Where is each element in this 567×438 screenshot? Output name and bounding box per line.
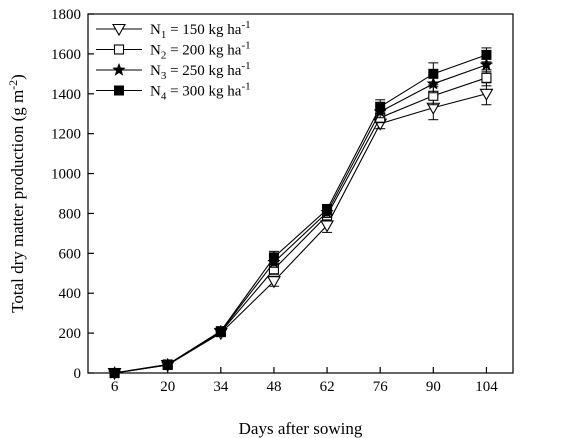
legend-marker: [114, 85, 124, 96]
series-layer: [107, 47, 494, 381]
series-4: [109, 47, 492, 378]
series-1: [107, 82, 494, 381]
data-point: [268, 252, 279, 263]
x-axis-title: Days after sowing: [239, 419, 363, 438]
data-point: [481, 49, 492, 60]
legend-item-3: N3 = 250 kg ha-1: [96, 60, 251, 82]
data-point: [479, 57, 494, 71]
x-tick-label: 104: [475, 379, 498, 395]
y-tick-label: 1000: [51, 167, 81, 183]
y-tick-label: 1400: [51, 87, 81, 103]
data-point: [428, 68, 439, 79]
y-tick-label: 800: [59, 206, 82, 222]
y-tick-label: 400: [59, 286, 82, 302]
legend-item-4: N4 = 300 kg ha-1: [96, 81, 251, 103]
data-point: [109, 368, 120, 378]
data-point: [481, 72, 492, 83]
y-axis-title: Total dry matter production (g m-2): [6, 74, 27, 313]
y-tick-label: 1800: [51, 7, 81, 23]
x-tick-label: 34: [213, 379, 229, 395]
legend-item-2: N2 = 200 kg ha-1: [96, 40, 251, 62]
y-tick-label: 1600: [51, 47, 81, 63]
data-point: [162, 359, 173, 370]
series-line: [114, 64, 487, 374]
x-tick-label: 90: [426, 379, 441, 395]
data-point: [266, 276, 281, 289]
legend-item-1: N1 = 150 kg ha-1: [96, 19, 251, 41]
data-point: [215, 326, 226, 337]
axes-layer: 0 200 400 600 800 1000 1200 1400 1600 1800 6 20 34 48…: [51, 7, 514, 395]
x-tick-label: 20: [160, 379, 175, 395]
y-tick-label: 1200: [51, 127, 81, 143]
legend-marker: [113, 44, 125, 55]
legend-label: N4 = 300 kg ha-1: [150, 81, 251, 103]
legend: N1 = 150 kg ha-1N2 = 200 kg ha-1N3 = 250…: [96, 19, 251, 103]
data-point: [479, 88, 494, 101]
data-point: [322, 204, 333, 215]
legend-label: N1 = 150 kg ha-1: [150, 19, 251, 41]
legend-marker: [112, 23, 126, 37]
plot-frame: [87, 13, 514, 374]
series-2: [109, 69, 492, 379]
legend-label: N2 = 200 kg ha-1: [150, 40, 251, 62]
y-tick-label: 200: [59, 326, 82, 342]
x-tick-label: 6: [111, 379, 119, 395]
legend-label: N3 = 250 kg ha-1: [150, 60, 251, 82]
x-tick-label: 76: [373, 379, 389, 395]
y-tick-label: 600: [59, 246, 82, 262]
legend-marker: [112, 62, 126, 76]
series-line: [114, 54, 487, 374]
series-line: [114, 77, 487, 374]
x-tick-label: 48: [266, 379, 281, 395]
x-tick-label: 62: [320, 379, 335, 395]
data-point: [375, 101, 386, 112]
y-tick-label: 0: [74, 366, 82, 382]
